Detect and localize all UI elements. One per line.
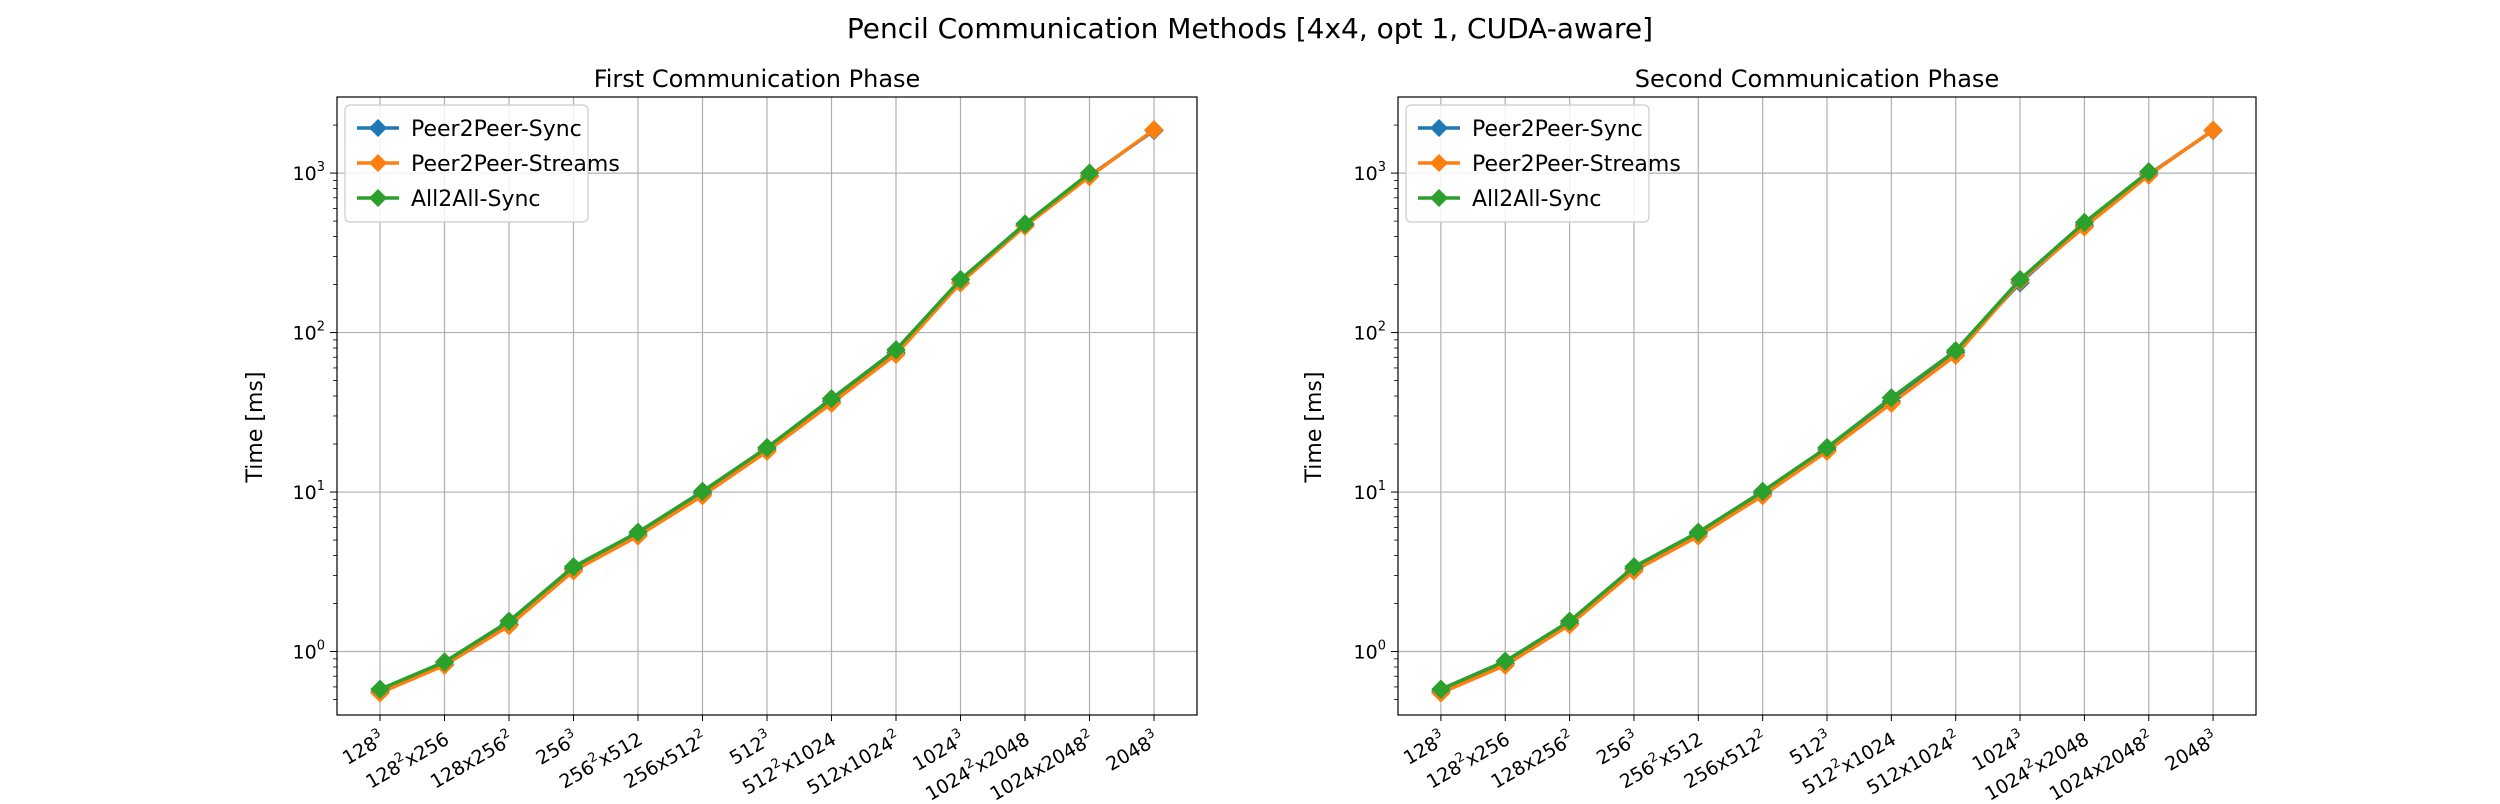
chart-title: Second Communication Phase — [1635, 65, 1999, 93]
data-point — [757, 437, 777, 458]
legend-box — [1405, 104, 1650, 223]
data-point — [2010, 269, 2030, 290]
y-tick-label: 103 — [293, 160, 325, 185]
data-point — [434, 652, 455, 672]
legend-label: All2All-Sync — [411, 187, 541, 212]
y-axis-label: Time [ms] — [243, 372, 268, 484]
legend-label: Peer2Peer-Sync — [411, 117, 582, 142]
y-tick-label: 102 — [293, 320, 325, 345]
data-point — [1079, 163, 1100, 183]
legend-label: Peer2Peer-Streams — [1472, 152, 1681, 177]
data-point — [950, 269, 971, 290]
data-point — [692, 481, 713, 502]
data-point — [1624, 557, 1644, 577]
chart-panel-first: First Communication Phase Time [ms] 1283… — [243, 65, 1198, 804]
chart-panel-second: Second Communication Phase Time [ms] 128… — [1302, 65, 2257, 804]
legend-marker — [1430, 154, 1448, 172]
axes-frame — [1397, 96, 2257, 716]
y-tick-label: 100 — [1354, 639, 1386, 664]
data-point — [1752, 481, 1773, 502]
legend-label: Peer2Peer-Streams — [411, 152, 620, 177]
data-point — [2139, 162, 2159, 182]
legend-marker — [1430, 189, 1448, 207]
data-point — [1495, 651, 1515, 671]
legend-marker — [369, 154, 387, 172]
data-point — [886, 340, 906, 360]
y-tick-label: 101 — [1354, 479, 1386, 504]
data-point — [1945, 340, 1966, 361]
legend-marker — [1430, 119, 1448, 137]
data-point — [1144, 120, 1164, 140]
legend-marker — [369, 189, 387, 207]
data-point — [1431, 679, 1451, 699]
data-point — [1881, 388, 1902, 408]
axes-frame — [336, 96, 1198, 716]
data-point — [1817, 437, 1837, 458]
figure-title: Pencil Communication Methods [4x4, opt 1… — [847, 12, 1653, 45]
y-tick-label: 100 — [293, 639, 325, 664]
data-point — [563, 557, 584, 577]
data-point — [2074, 212, 2095, 233]
chart-title: First Communication Phase — [594, 65, 921, 93]
data-point — [1688, 522, 1709, 542]
legend-label: Peer2Peer-Sync — [1472, 117, 1643, 142]
y-tick-label: 102 — [1354, 320, 1386, 345]
legend-label: All2All-Sync — [1472, 187, 1602, 212]
data-point — [628, 522, 648, 542]
data-point — [821, 388, 842, 409]
legend-box — [344, 104, 589, 223]
data-point — [1559, 611, 1580, 631]
y-tick-label: 103 — [1354, 160, 1386, 185]
legend-marker — [369, 119, 387, 137]
data-point — [1015, 214, 1035, 234]
data-point — [499, 611, 519, 631]
data-point — [370, 679, 390, 699]
series-line — [379, 171, 1091, 691]
data-point — [2203, 120, 2223, 140]
series-line — [1440, 170, 2150, 691]
y-tick-label: 101 — [293, 479, 325, 504]
y-axis-label: Time [ms] — [1302, 372, 1327, 484]
